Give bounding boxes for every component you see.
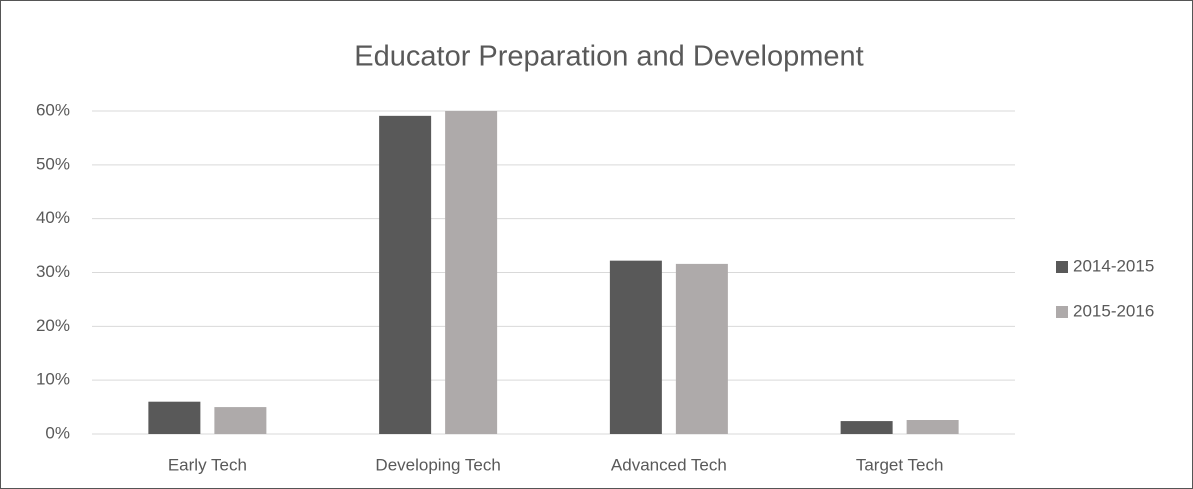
y-tick-label: 50% [36,154,70,173]
y-tick-label: 30% [36,262,70,281]
bar [379,115,432,434]
y-tick-label: 60% [36,100,70,119]
bar [214,407,267,434]
bar [840,421,893,434]
bar [609,260,662,434]
bar [148,401,201,434]
y-tick-label: 20% [36,316,70,335]
chart-title: Educator Preparation and Development [354,41,863,73]
legend-label: 2015-2016 [1073,301,1154,320]
y-tick-label: 10% [36,370,70,389]
x-tick-label: Advanced Tech [611,455,727,474]
bar [445,111,498,434]
x-tick-label: Developing Tech [375,455,500,474]
bar [906,420,959,434]
y-tick-label: 40% [36,208,70,227]
bar [675,263,728,434]
x-tick-label: Early Tech [168,455,247,474]
legend-swatch [1056,306,1068,318]
legend-label: 2014-2015 [1073,256,1154,275]
y-tick-label: 0% [45,423,70,442]
legend-swatch [1056,261,1068,273]
x-tick-label: Target Tech [856,455,944,474]
